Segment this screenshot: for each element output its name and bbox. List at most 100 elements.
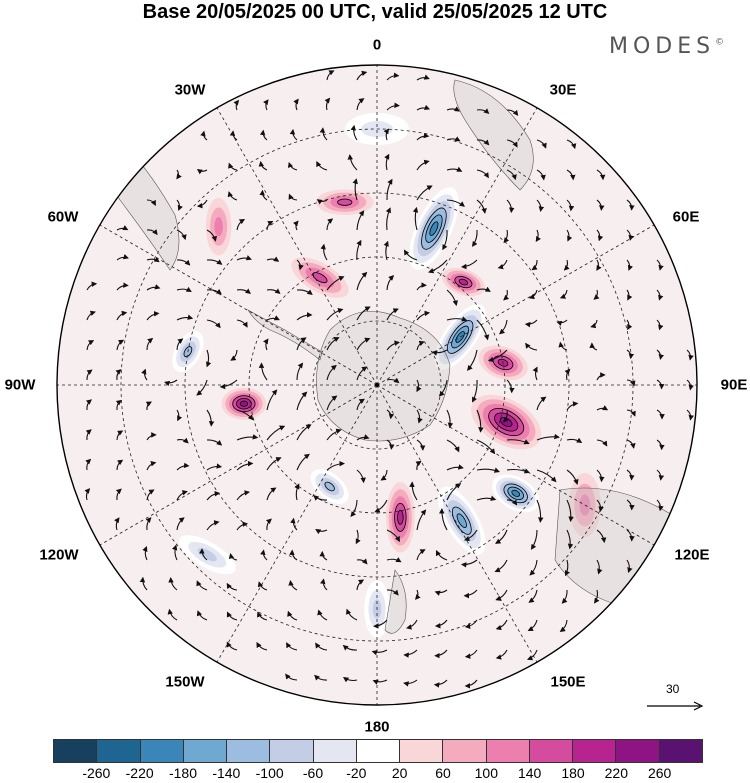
wind-arrow xyxy=(236,460,254,471)
wind-arrow xyxy=(236,319,248,328)
wind-arrow xyxy=(416,340,425,351)
wind-arrow xyxy=(529,559,538,576)
wind-arrow xyxy=(566,401,579,411)
wind-arrow xyxy=(596,405,609,411)
wind-arrow xyxy=(315,642,328,651)
wind-arrow xyxy=(596,469,605,483)
wind-arrow xyxy=(412,206,419,231)
wind-arrow xyxy=(176,286,192,292)
colorbar-swatch xyxy=(616,740,660,762)
wind-arrow xyxy=(145,401,152,411)
wind-arrow xyxy=(146,489,155,501)
wind-arrow xyxy=(526,649,538,661)
wind-arrow xyxy=(206,288,222,295)
wind-arrow xyxy=(319,127,328,141)
wind-arrow xyxy=(356,366,368,381)
colorbar-swatch xyxy=(54,740,98,762)
wind-arrow xyxy=(342,644,358,651)
wind-arrow xyxy=(146,284,161,291)
wind-arrow xyxy=(116,282,129,291)
wind-arrow xyxy=(446,106,460,112)
wind-arrow xyxy=(403,679,418,687)
wind-arrow xyxy=(356,558,368,565)
wind-arrow xyxy=(626,469,635,481)
wind-arrow xyxy=(566,437,583,443)
wind-arrow xyxy=(116,225,129,231)
wind-arrow xyxy=(258,362,268,381)
wind-arrow xyxy=(356,210,365,231)
wind-arrow xyxy=(563,259,570,271)
wind-arrow xyxy=(236,521,249,531)
wind-arrow xyxy=(503,229,510,244)
lon-label-60e: 60E xyxy=(672,208,700,226)
wind-arrow xyxy=(416,549,426,561)
lon-label-150e: 150E xyxy=(550,673,586,691)
wind-arrow xyxy=(290,517,298,531)
wind-arrow xyxy=(446,289,458,307)
colorbar-swatch xyxy=(313,740,357,762)
latitude-circle xyxy=(312,320,442,450)
wind-arrow xyxy=(386,178,393,201)
positive-anomaly-contour xyxy=(579,494,591,516)
wind-arrow xyxy=(347,154,358,171)
colorbar xyxy=(53,739,703,763)
colorbar-tick-label: 100 xyxy=(474,765,499,781)
wind-arrow xyxy=(503,409,509,423)
wind-arrow xyxy=(383,128,390,141)
wind-arrow xyxy=(228,162,238,171)
wind-arrow xyxy=(446,166,463,172)
wind-arrow xyxy=(416,159,430,171)
lon-label-90e: 90E xyxy=(720,376,748,394)
wind-arrow xyxy=(626,409,636,417)
wind-arrow xyxy=(196,580,208,591)
wind-arrow xyxy=(626,499,635,511)
wind-arrow xyxy=(228,553,238,561)
wind-arrow xyxy=(383,240,389,261)
wind-arrow xyxy=(471,229,478,247)
colorbar-tick-label: 140 xyxy=(517,765,542,781)
wind-arrow xyxy=(416,379,422,393)
wind-arrow xyxy=(86,340,95,351)
wind-arrow xyxy=(596,559,603,575)
wind-arrow xyxy=(293,98,299,111)
wind-arrow xyxy=(476,169,489,179)
wind-arrow xyxy=(236,288,251,294)
colorbar-tick-label: -260 xyxy=(82,765,111,781)
wind-arrow xyxy=(499,319,508,335)
wind-arrow xyxy=(464,649,478,659)
wind-arrow xyxy=(386,102,400,111)
wind-arrow xyxy=(626,199,635,211)
wind-arrow xyxy=(288,193,298,201)
colorbar-tick-label: 20 xyxy=(391,765,408,781)
wind-arrow xyxy=(416,104,431,111)
wind-arrow xyxy=(374,499,388,513)
wind-arrow xyxy=(506,379,515,394)
wind-arrow xyxy=(296,337,307,351)
wind-arrow xyxy=(434,619,448,629)
wind-arrow xyxy=(236,409,254,421)
wind-arrow xyxy=(409,481,418,501)
wind-arrow xyxy=(373,619,388,629)
wind-arrow xyxy=(116,339,125,351)
wind-arrow xyxy=(386,308,399,321)
wind-arrow xyxy=(266,425,286,441)
wind-arrow xyxy=(146,337,154,351)
wind-arrow xyxy=(86,310,96,321)
wind-arrow xyxy=(356,398,365,411)
wind-arrow xyxy=(258,160,268,171)
wind-arrow xyxy=(476,439,496,455)
positive-anomaly-contour xyxy=(239,400,249,407)
colorbar-tick-label: -20 xyxy=(346,765,367,781)
wind-arrow xyxy=(566,139,577,150)
wind-arrow xyxy=(206,463,223,471)
africa-land xyxy=(453,79,534,191)
wind-arrow xyxy=(176,259,191,266)
lon-label-150w: 150W xyxy=(165,673,205,691)
wind-arrow xyxy=(85,429,92,441)
colorbar-tick-label: 180 xyxy=(561,765,585,781)
wind-arrow xyxy=(116,310,128,321)
colorbar-tick-label: 220 xyxy=(604,765,629,781)
wind-arrow xyxy=(260,549,268,561)
wind-arrow xyxy=(356,469,366,484)
wind-arrow xyxy=(256,641,268,651)
